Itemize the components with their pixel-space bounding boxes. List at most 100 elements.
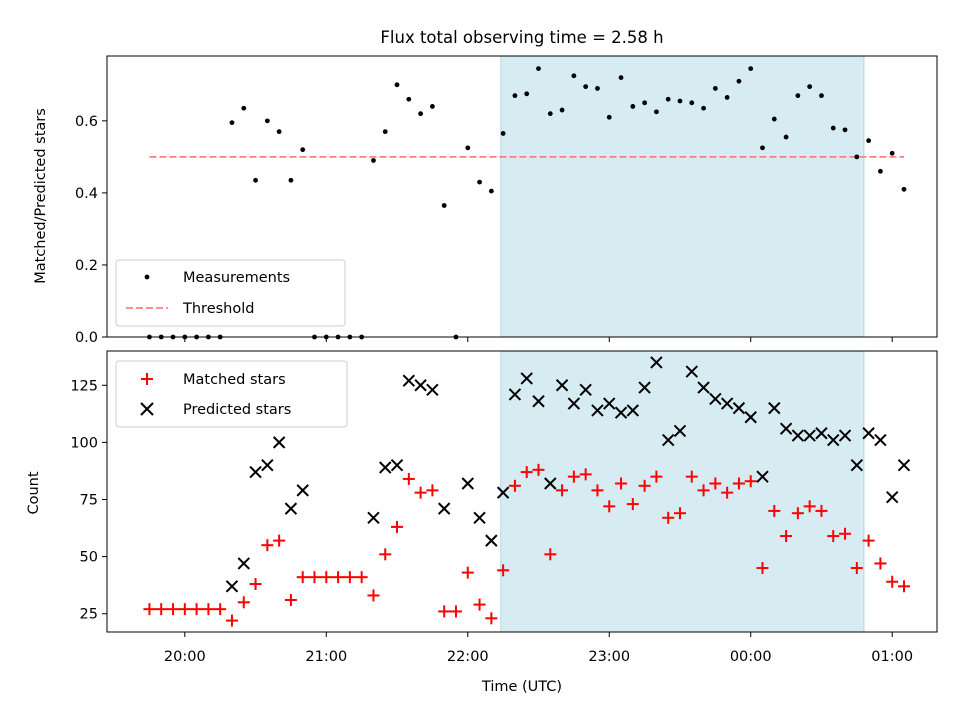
matched-star-point bbox=[874, 557, 887, 570]
matched-star-point bbox=[850, 562, 863, 575]
y-tick-label: 75 bbox=[80, 492, 98, 508]
predicted-star-point bbox=[461, 477, 474, 490]
measurement-point bbox=[878, 168, 883, 174]
measurement-point bbox=[264, 118, 270, 124]
predicted-star-point bbox=[426, 383, 439, 397]
predicted-star-point bbox=[697, 381, 710, 394]
predicted-star-point bbox=[862, 427, 875, 440]
matched-star-point bbox=[732, 477, 745, 490]
predicted-star-point bbox=[390, 459, 404, 472]
legend-predicted-label: Predicted stars bbox=[183, 402, 291, 418]
ratio-legend: Measurements Threshold bbox=[115, 259, 346, 327]
measurement-point bbox=[488, 188, 494, 194]
matched-star-point bbox=[308, 571, 321, 584]
predicted-star-point bbox=[485, 534, 498, 547]
measurement-point bbox=[512, 93, 518, 99]
predicted-star-point bbox=[508, 388, 522, 401]
measurement-point bbox=[654, 109, 659, 115]
predicted-star-point bbox=[650, 356, 663, 369]
predicted-star-point bbox=[591, 404, 604, 417]
predicted-star-point bbox=[614, 406, 628, 419]
measurement-point bbox=[524, 91, 530, 97]
predicted-star-point bbox=[756, 470, 769, 483]
x-tick-label: 22:00 bbox=[447, 649, 489, 665]
predicted-star-point bbox=[803, 429, 816, 442]
matched-star-point bbox=[721, 486, 734, 499]
predicted-star-point bbox=[603, 397, 616, 410]
matched-star-point bbox=[355, 571, 368, 584]
matched-star-point bbox=[532, 463, 545, 476]
ratio-shaded-interval bbox=[500, 55, 865, 338]
matched-star-point bbox=[544, 548, 557, 561]
x-tick-label: 01:00 bbox=[871, 649, 913, 665]
predicted-star-point bbox=[379, 461, 392, 474]
matched-star-point bbox=[426, 484, 439, 497]
predicted-star-point bbox=[638, 381, 651, 394]
ratio-y-ticks: 0.0 0.2 0.4 0.6 bbox=[75, 114, 107, 346]
x-tick-label: 20:00 bbox=[164, 649, 206, 665]
predicted-star-point bbox=[402, 374, 416, 387]
predicted-star-point bbox=[768, 401, 781, 415]
predicted-star-point bbox=[555, 379, 569, 392]
predicted-star-point bbox=[779, 422, 793, 435]
matched-star-point bbox=[273, 534, 286, 547]
matched-star-point bbox=[697, 484, 710, 497]
measurement-point bbox=[642, 100, 648, 106]
measurement-point bbox=[229, 120, 235, 126]
matched-star-point bbox=[296, 571, 309, 584]
y-tick-label: 0.0 bbox=[75, 330, 98, 346]
matched-star-point bbox=[391, 520, 404, 533]
predicted-star-point bbox=[626, 404, 640, 417]
predicted-star-point bbox=[732, 401, 746, 415]
matched-star-point bbox=[178, 603, 191, 616]
matched-star-point bbox=[143, 603, 156, 616]
ratio-axes-frame bbox=[106, 55, 938, 338]
count-panel: 25 50 75 100 125 20:00 21:00 22:00 23:00 00:00 01… bbox=[26, 350, 938, 695]
measurement-point bbox=[253, 177, 258, 183]
matched-star-point bbox=[237, 596, 250, 609]
matched-star-point bbox=[862, 534, 875, 547]
matched-star-point bbox=[615, 477, 628, 490]
predicted-star-point bbox=[296, 484, 309, 497]
matched-star-point bbox=[886, 575, 899, 588]
measurement-point bbox=[901, 186, 907, 192]
matched-star-point bbox=[897, 580, 910, 593]
matched-star-point bbox=[756, 562, 769, 575]
matched-star-point bbox=[332, 571, 345, 584]
matched-star-point bbox=[190, 603, 203, 616]
measurement-point bbox=[807, 84, 813, 90]
measurement-point bbox=[382, 129, 388, 135]
matched-star-point bbox=[709, 477, 722, 490]
matched-star-point bbox=[626, 498, 639, 511]
matched-star-point bbox=[485, 612, 498, 625]
matched-star-point bbox=[567, 470, 580, 483]
figure-title: Flux total observing time = 2.58 h bbox=[380, 28, 663, 47]
measurement-point bbox=[830, 125, 836, 131]
measurement-point bbox=[536, 66, 541, 72]
matched-star-point bbox=[744, 475, 757, 488]
matched-star-point bbox=[662, 511, 675, 524]
measurement-point bbox=[819, 93, 824, 99]
matched-star-point bbox=[638, 479, 651, 492]
y-tick-label: 0.2 bbox=[75, 258, 98, 274]
matched-star-point bbox=[284, 594, 297, 607]
measurement-point bbox=[276, 129, 282, 135]
count-x-label: Time (UTC) bbox=[481, 679, 562, 695]
matched-star-point bbox=[803, 500, 816, 513]
count-y-label: Count bbox=[26, 471, 42, 514]
x-tick-label: 21:00 bbox=[305, 649, 347, 665]
measurement-point bbox=[748, 66, 754, 72]
count-y-ticks: 25 50 75 100 125 bbox=[70, 378, 107, 623]
y-tick-label: 125 bbox=[70, 378, 98, 394]
predicted-star-point bbox=[850, 459, 864, 472]
measurement-point bbox=[241, 105, 247, 111]
matched-star-point bbox=[591, 484, 604, 497]
predicted-star-point bbox=[579, 383, 592, 397]
count-legend: Matched stars Predicted stars bbox=[115, 360, 348, 428]
measurement-point bbox=[771, 116, 777, 122]
predicted-star-point bbox=[744, 411, 757, 424]
measurement-point bbox=[300, 147, 306, 153]
count-marks bbox=[143, 356, 911, 627]
matched-star-point bbox=[367, 589, 380, 602]
